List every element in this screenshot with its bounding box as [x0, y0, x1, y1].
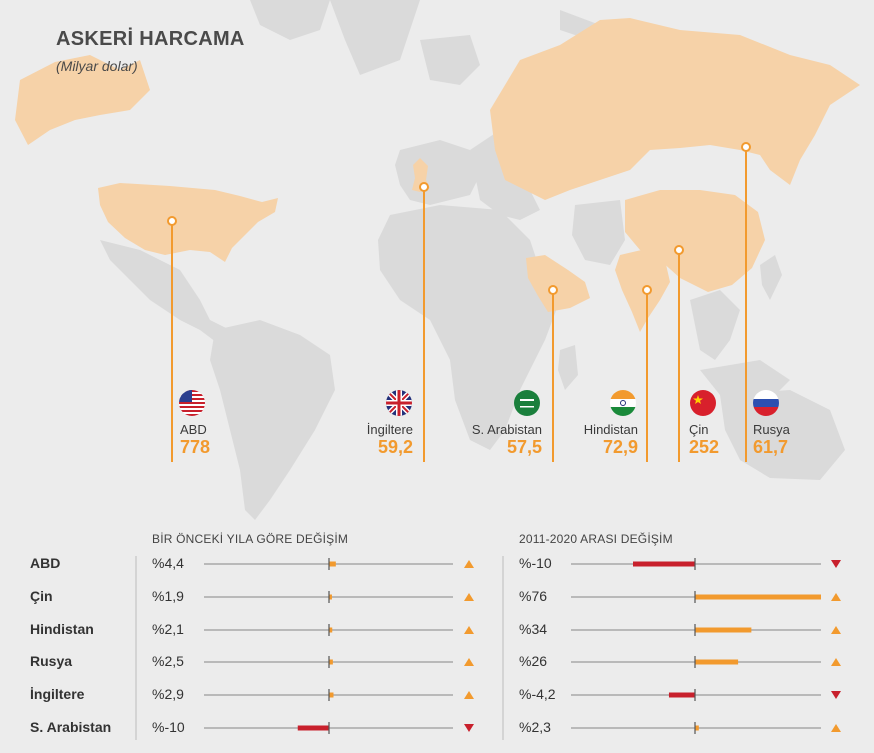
- marker-cin: [674, 245, 684, 255]
- country-value: 252: [689, 437, 720, 457]
- arrow-up-icon: [464, 691, 474, 699]
- grey-landmass: [100, 0, 845, 520]
- country-card-rusya: Rusya 61,7: [753, 422, 790, 458]
- pct-label: %4,4: [152, 555, 184, 571]
- chart-subtitle: (Milyar dolar): [56, 58, 138, 74]
- bar-yearly: [297, 725, 329, 731]
- pct-label: %-10: [519, 555, 552, 571]
- country-name: Hindistan: [583, 422, 638, 437]
- saudi-flag-icon: [514, 390, 540, 416]
- country-card-ingiltere: İngiltere 59,2: [367, 422, 413, 458]
- arrow-up-icon: [831, 626, 841, 634]
- pct-label: %2,9: [152, 686, 184, 702]
- country-card-abd: ABD 778: [180, 422, 210, 458]
- section-title-yearly: BİR ÖNCEKİ YILA GÖRE DEĞİŞİM: [152, 532, 349, 546]
- pct-label: %34: [519, 621, 548, 637]
- country-value: 61,7: [753, 437, 789, 457]
- arrow-up-icon: [831, 658, 841, 666]
- arrow-down-icon: [831, 691, 841, 699]
- change-tables: [204, 558, 841, 734]
- bar-yearly: [329, 692, 334, 698]
- leader-lines: [171, 147, 747, 462]
- pct-label: %2,5: [152, 653, 184, 669]
- row-label-rusya: Rusya: [30, 653, 73, 669]
- uk-flag-icon: [386, 390, 412, 416]
- country-name: Çin: [689, 422, 709, 437]
- bar-decade: [695, 725, 699, 731]
- arrow-up-icon: [464, 560, 474, 568]
- bar-decade: [695, 659, 739, 665]
- row-label-s-arabistan: S. Arabistan: [30, 719, 112, 735]
- pct-label: %2,1: [152, 621, 184, 637]
- arrow-down-icon: [831, 560, 841, 568]
- country-name: İngiltere: [366, 422, 413, 437]
- chart-title: ASKERİ HARCAMA: [56, 28, 245, 50]
- row-label-hindistan: Hindistan: [30, 621, 94, 637]
- pct-label: %-10: [152, 719, 185, 735]
- bar-decade: [695, 627, 752, 633]
- russia-flag-icon: [753, 390, 779, 416]
- country-value: 59,2: [377, 437, 413, 457]
- country-value: 57,5: [506, 437, 542, 457]
- pct-label: %2,3: [519, 719, 551, 735]
- pct-label: %-4,2: [519, 686, 556, 702]
- arrow-up-icon: [464, 658, 474, 666]
- us-flag-icon: [179, 390, 205, 416]
- arrow-up-icon: [831, 724, 841, 732]
- china-flag-icon: [690, 390, 716, 416]
- bar-decade: [633, 561, 695, 567]
- marker-abd: [167, 216, 177, 226]
- row-label-cin: Çin: [30, 588, 53, 604]
- marker-rusya: [741, 142, 751, 152]
- marker-s-arabistan: [548, 285, 558, 295]
- marker-ingiltere: [419, 182, 429, 192]
- pct-label: %1,9: [152, 588, 184, 604]
- pct-label: %26: [519, 653, 548, 669]
- arrow-up-icon: [464, 593, 474, 601]
- country-card-cin: Çin 252: [689, 422, 719, 458]
- country-name: Rusya: [753, 422, 790, 437]
- country-value: 778: [180, 437, 211, 457]
- country-card-hindistan: Hindistan 72,9: [584, 422, 638, 458]
- arrow-up-icon: [831, 593, 841, 601]
- bar-decade: [668, 692, 695, 698]
- country-value: 72,9: [602, 437, 638, 457]
- marker-hindistan: [642, 285, 652, 295]
- section-title-decade: 2011-2020 ARASI DEĞİŞİM: [519, 532, 673, 546]
- bar-yearly: [329, 594, 332, 600]
- country-name: ABD: [180, 422, 207, 437]
- country-card-s-arabistan: S. Arabistan 57,5: [472, 422, 542, 458]
- country-name: S. Arabistan: [471, 422, 542, 437]
- india-flag-icon: [610, 390, 636, 416]
- arrow-down-icon: [464, 724, 474, 732]
- bar-yearly: [329, 627, 333, 633]
- row-label-ingiltere: İngiltere: [30, 686, 85, 702]
- row-label-abd: ABD: [30, 555, 61, 571]
- arrow-up-icon: [464, 626, 474, 634]
- bar-yearly: [329, 659, 333, 665]
- pct-label: %76: [519, 588, 548, 604]
- bar-decade: [695, 594, 821, 600]
- bar-yearly: [329, 561, 336, 567]
- country-markers: [167, 142, 751, 295]
